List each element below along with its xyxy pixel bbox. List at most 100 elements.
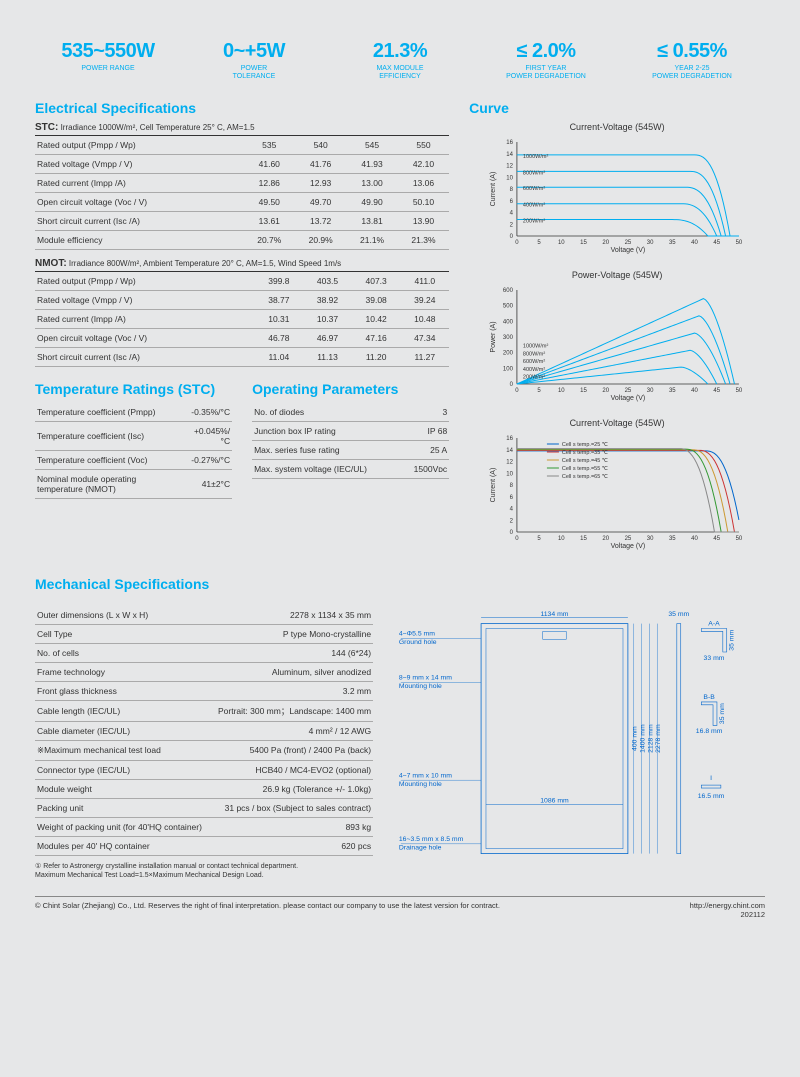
svg-text:4~7 mm x 10 mm: 4~7 mm x 10 mm [399, 772, 452, 779]
svg-text:I: I [710, 775, 712, 782]
stat-label: YEAR 2-25POWER DEGRADETION [619, 65, 765, 82]
iv-chart: Current-Voltage (545W) 05101520253035404… [469, 122, 765, 256]
svg-text:600W/m²: 600W/m² [523, 186, 545, 192]
svg-text:20: 20 [603, 240, 610, 246]
svg-text:200W/m²: 200W/m² [523, 218, 545, 224]
footer: © Chint Solar (Zhejiang) Co., Ltd. Reser… [35, 896, 765, 919]
stc-header: STC: Irradiance 1000W/m², Cell Temperatu… [35, 122, 449, 136]
svg-text:A-A: A-A [708, 620, 720, 627]
svg-text:8: 8 [510, 187, 514, 193]
op-title: Operating Parameters [252, 381, 449, 397]
table-row: Max. system voltage (IEC/UL)1500Vᴅᴄ [252, 459, 449, 478]
svg-text:12: 12 [506, 163, 513, 169]
svg-text:1400 mm: 1400 mm [640, 724, 647, 753]
svg-text:35 mm: 35 mm [729, 629, 736, 650]
svg-text:10: 10 [506, 175, 513, 181]
svg-text:40: 40 [691, 240, 698, 246]
svg-text:Cell s temp.=25 ℃: Cell s temp.=25 ℃ [562, 442, 609, 448]
table-row: Outer dimensions (L x W x H)2278 x 1134 … [35, 606, 373, 625]
stat-label: POWER RANGE [35, 65, 181, 73]
table-row: Rated voltage (Vmpp / V)38.7738.9239.083… [35, 290, 449, 309]
svg-text:2278 mm: 2278 mm [655, 724, 662, 753]
iv-temp-chart: Current-Voltage (545W) 05101520253035404… [469, 418, 765, 552]
table-row: Short circuit current (Isc /A)13.6113.72… [35, 211, 449, 230]
svg-text:40: 40 [691, 388, 698, 394]
svg-text:10: 10 [558, 536, 565, 542]
svg-text:2128 mm: 2128 mm [647, 724, 654, 753]
svg-text:40: 40 [691, 536, 698, 542]
mech-title: Mechanical Specifications [35, 576, 765, 592]
svg-text:30: 30 [647, 536, 654, 542]
svg-text:25: 25 [625, 240, 632, 246]
svg-text:0: 0 [515, 240, 519, 246]
svg-text:16: 16 [506, 436, 513, 442]
svg-text:20: 20 [603, 388, 610, 394]
svg-text:16.8 mm: 16.8 mm [696, 728, 723, 735]
svg-text:300: 300 [503, 335, 514, 341]
svg-text:5: 5 [538, 536, 542, 542]
table-row: Front glass thickness3.2 mm [35, 681, 373, 700]
table-row: Packing unit31 pcs / box (Subject to sal… [35, 798, 373, 817]
svg-text:Cell s temp.=45 ℃: Cell s temp.=45 ℃ [562, 458, 609, 464]
svg-text:10: 10 [506, 471, 513, 477]
temp-title: Temperature Ratings (STC) [35, 381, 232, 397]
pv-chart: Power-Voltage (545W) 0510152025303540455… [469, 270, 765, 404]
table-row: Connector type (IEC/UL)HCB40 / MC4-EVO2 … [35, 760, 373, 779]
svg-text:Voltage (V): Voltage (V) [611, 395, 646, 402]
svg-text:4: 4 [510, 506, 514, 512]
svg-text:Power (A): Power (A) [490, 321, 497, 352]
svg-text:16~3.5 mm x 8.5 mm: 16~3.5 mm x 8.5 mm [399, 836, 464, 843]
table-row: Cell TypeP type Mono-crystalline [35, 624, 373, 643]
table-row: Modules per 40' HQ container620 pcs [35, 836, 373, 855]
svg-text:15: 15 [580, 536, 587, 542]
table-row: Open circuit voltage (Voc / V)49.5049.70… [35, 192, 449, 211]
table-row: Cable length (IEC/UL)Portrait: 300 mm；La… [35, 700, 373, 721]
svg-text:16.5 mm: 16.5 mm [698, 793, 725, 800]
table-row: ※Maximum mechanical test load5400 Pa (fr… [35, 740, 373, 760]
svg-text:33 mm: 33 mm [704, 655, 725, 662]
table-row: Weight of packing unit (for 40'HQ contai… [35, 817, 373, 836]
svg-text:0: 0 [510, 530, 514, 536]
svg-text:B-B: B-B [704, 694, 716, 701]
table-row: Rated output (Pmpp / Wp)399.8403.5407.34… [35, 272, 449, 291]
stat-label: MAX MODULEEFFICIENCY [327, 65, 473, 82]
table-row: Rated current (Impp /A)10.3110.3710.4210… [35, 309, 449, 328]
svg-text:0: 0 [510, 234, 514, 240]
svg-text:8: 8 [510, 483, 514, 489]
table-row: Module weight26.9 kg (Tolerance +/- 1.0k… [35, 779, 373, 798]
svg-text:600W/m²: 600W/m² [523, 359, 545, 365]
table-row: Rated voltage (Vmpp / V)41.6041.7641.934… [35, 154, 449, 173]
svg-text:12: 12 [506, 459, 513, 465]
stat-value: 0~+5W [181, 40, 327, 63]
svg-text:Voltage (V): Voltage (V) [611, 543, 646, 550]
table-row: Temperature coefficient (Pmpp)-0.35%/°C [35, 403, 232, 422]
top-stats: 535~550WPOWER RANGE0~+5WPOWERTOLERANCE21… [35, 40, 765, 82]
table-row: No. of cells144 (6*24) [35, 643, 373, 662]
svg-text:4~Φ5.5 mm: 4~Φ5.5 mm [399, 630, 435, 637]
svg-text:400: 400 [503, 319, 514, 325]
table-row: Junction box IP ratingIP 68 [252, 421, 449, 440]
svg-text:45: 45 [714, 536, 721, 542]
stat-label: FIRST YEARPOWER DEGRADETION [473, 65, 619, 82]
svg-text:1086 mm: 1086 mm [540, 797, 569, 804]
svg-text:Mounting hole: Mounting hole [399, 781, 442, 788]
svg-text:30: 30 [647, 240, 654, 246]
svg-text:35: 35 [669, 388, 676, 394]
svg-text:500: 500 [503, 303, 514, 309]
table-row: Module efficiency20.7%20.9%21.1%21.3% [35, 230, 449, 249]
svg-text:600: 600 [503, 288, 514, 294]
module-diagram: 1134 mm1086 mm400 mm1400 mm2128 mm2278 m… [393, 606, 765, 880]
svg-text:Drainage hole: Drainage hole [399, 844, 442, 851]
svg-text:Cell s temp.=55 ℃: Cell s temp.=55 ℃ [562, 466, 609, 472]
nmot-header: NMOT: Irradiance 800W/m², Ambient Temper… [35, 258, 449, 272]
op-table: No. of diodes3Junction box IP ratingIP 6… [252, 403, 449, 479]
svg-text:35: 35 [669, 240, 676, 246]
stat-value: 21.3% [327, 40, 473, 63]
table-row: Cable diameter (IEC/UL)4 mm² / 12 AWG [35, 721, 373, 740]
table-row: Frame technologyAluminum, silver anodize… [35, 662, 373, 681]
svg-text:2: 2 [510, 222, 514, 228]
svg-text:1134 mm: 1134 mm [541, 611, 569, 618]
svg-text:6: 6 [510, 495, 514, 501]
table-row: No. of diodes3 [252, 403, 449, 422]
svg-text:400W/m²: 400W/m² [523, 367, 545, 373]
